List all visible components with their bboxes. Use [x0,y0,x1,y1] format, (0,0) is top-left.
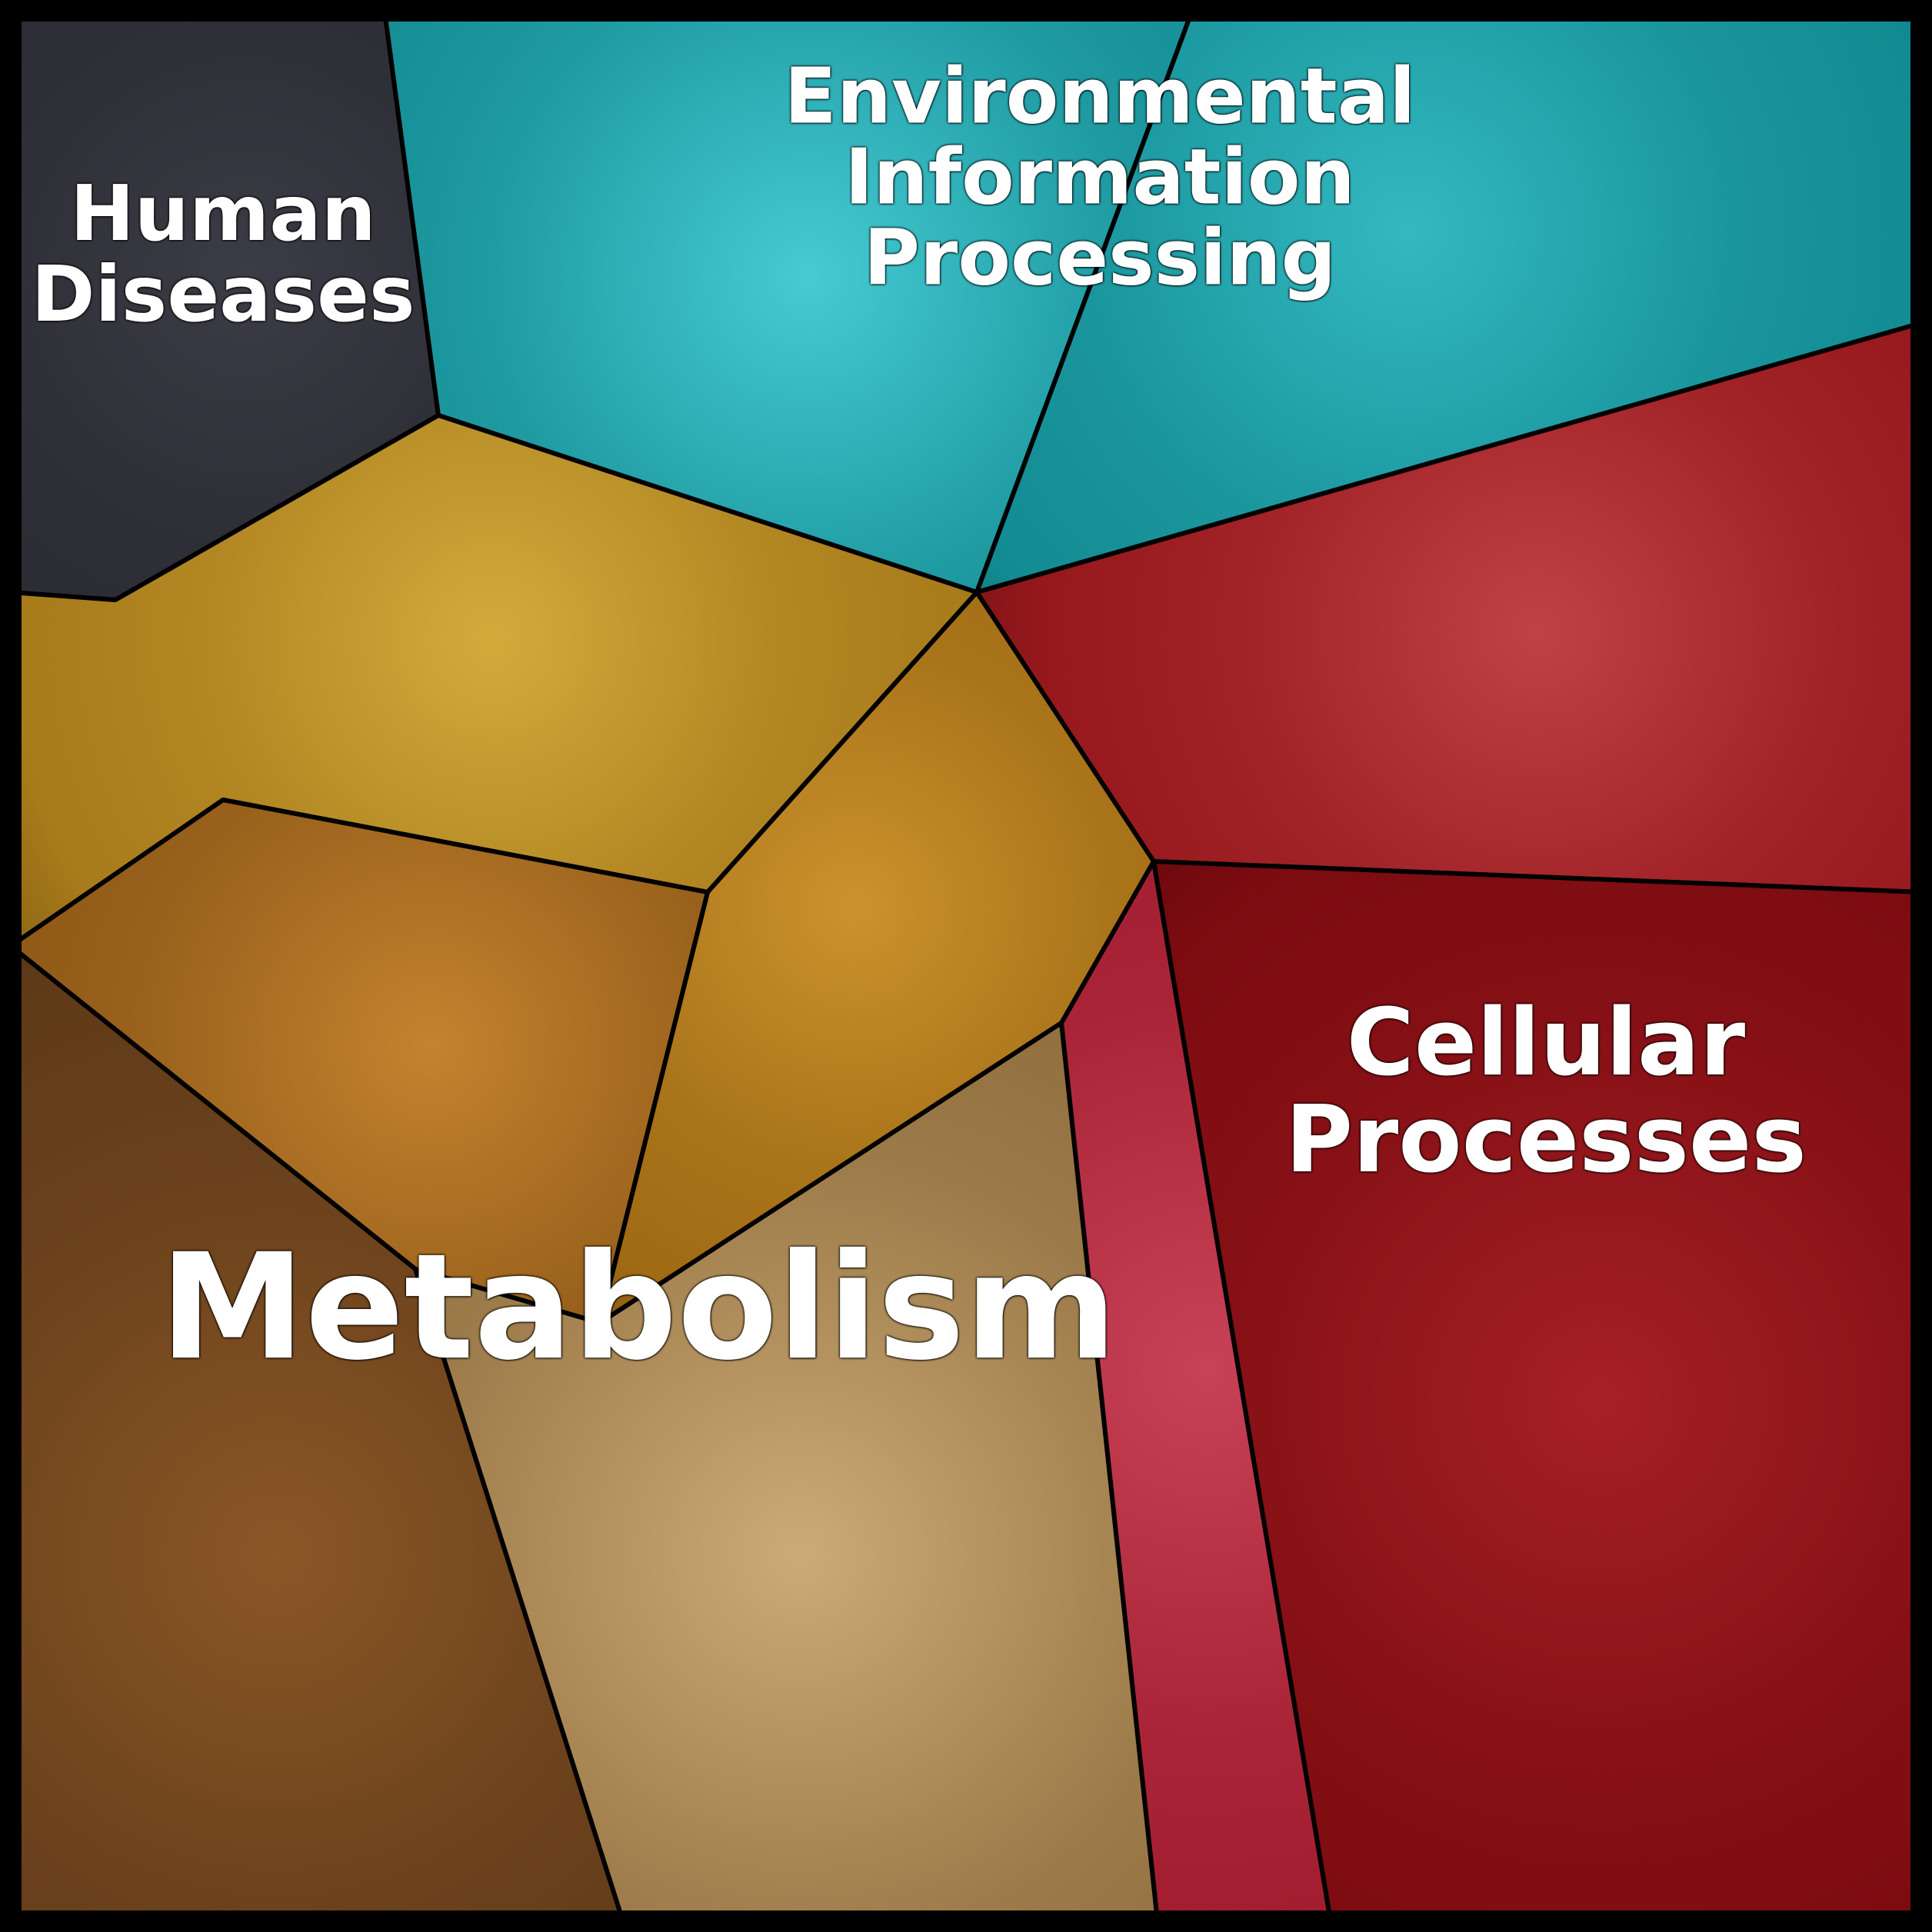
diagram-svg [0,0,1932,1932]
voronoi-treemap-diagram: Human DiseasesEnvironmental Information … [0,0,1932,1932]
